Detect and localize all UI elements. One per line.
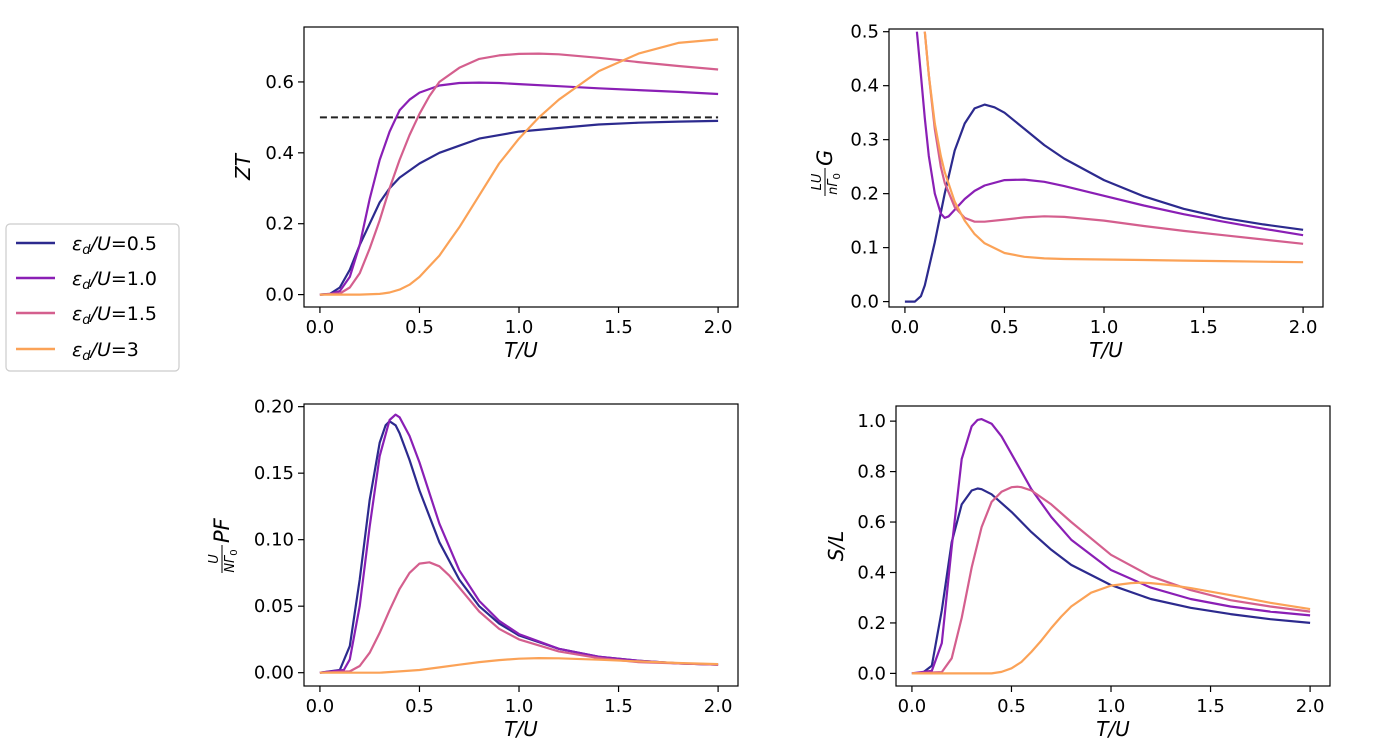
y-tick-label: 1.0 — [857, 411, 886, 432]
legend-label: εd/U=1.0 — [72, 268, 157, 293]
chart-g: 0.0 0.5 1.0 1.5 2.0 0.0 0.1 0.2 0.3 0.4 0.5 T/U LU nΓ… — [810, 22, 1324, 362]
x-tick-label: 0.5 — [997, 696, 1026, 717]
y-label-main: G — [813, 150, 837, 166]
x-tick-label: 0.0 — [891, 317, 920, 338]
legend-label: εd/U=1.5 — [72, 303, 157, 328]
series-line-4 — [923, 31, 1304, 264]
series-line-3 — [319, 561, 719, 674]
y-tick-label: 0.1 — [850, 238, 879, 259]
y-tick-label: 0.0 — [857, 663, 886, 684]
y-tick-label: 0.00 — [254, 663, 294, 684]
y-label-denominator: NΓ0 — [223, 549, 240, 572]
chart-pf: 0.0 0.5 1.0 1.5 2.0 0.00 0.05 0.10 0.15 0.20 T/U U N… — [207, 397, 739, 741]
series-line-3 — [923, 31, 1304, 245]
y-tick-label: 0.8 — [857, 462, 886, 483]
y-tick-label: 0.6 — [265, 72, 294, 93]
plot-frame — [888, 28, 1324, 308]
y-tick-label: 0.4 — [857, 562, 886, 583]
series-line-1 — [319, 119, 719, 296]
y-tick-label: 0.6 — [857, 512, 886, 533]
x-tick-label: 1.5 — [604, 696, 633, 717]
y-tick-label: 0.20 — [254, 397, 294, 418]
legend-frame — [5, 223, 180, 372]
series-line-2 — [915, 31, 1304, 237]
x-axis-label: T/U — [504, 338, 538, 362]
y-tick-label: 0.2 — [857, 613, 886, 634]
y-label-numerator: U — [207, 554, 222, 564]
x-tick-label: 1.5 — [1189, 317, 1218, 338]
y-tick-label: 0.2 — [265, 214, 294, 235]
series-line-1 — [911, 487, 1311, 675]
x-tick-label: 1.5 — [604, 317, 633, 338]
y-tick-label: 0.10 — [254, 530, 294, 551]
x-tick-label: 1.0 — [1097, 696, 1126, 717]
series-line-2 — [911, 418, 1311, 675]
series-line-2 — [319, 413, 719, 674]
y-axis-label: LU nΓ0 G — [810, 150, 843, 196]
x-tick-label: 1.0 — [505, 696, 534, 717]
plot-frame — [303, 403, 739, 687]
x-axis-label: T/U — [1089, 338, 1123, 362]
x-tick-label: 2.0 — [1289, 317, 1318, 338]
y-tick-label: 0.0 — [850, 292, 879, 313]
chart-sl: 0.0 0.5 1.0 1.5 2.00.00.20.40.60.81.0T/US/L — [824, 405, 1331, 741]
plot-frame — [303, 26, 739, 308]
x-tick-label: 0.0 — [306, 317, 335, 338]
x-axis-label: T/U — [1096, 717, 1130, 741]
y-tick-label: 0.5 — [850, 22, 879, 43]
y-label-main: PF — [210, 517, 234, 543]
y-tick-label: 0.15 — [254, 463, 294, 484]
legend: εd/U=0.5 εd/U=1.0 εd/U=1.5 εd/U=3 — [5, 223, 180, 372]
legend-label: εd/U=3 — [72, 339, 139, 364]
legend-label: εd/U=0.5 — [72, 233, 157, 258]
y-tick-label: 0.2 — [850, 184, 879, 205]
plot-frame — [895, 405, 1331, 687]
series-line-4 — [319, 38, 719, 296]
y-axis-label: ZT — [231, 152, 255, 181]
x-tick-label: 0.5 — [990, 317, 1019, 338]
x-tick-label: 1.5 — [1196, 696, 1225, 717]
x-tick-label: 2.0 — [704, 696, 733, 717]
x-tick-label: 1.0 — [505, 317, 534, 338]
series-line-3 — [911, 485, 1311, 675]
x-tick-label: 0.0 — [898, 696, 927, 717]
y-label-numerator: LU — [810, 173, 825, 190]
x-tick-label: 0.0 — [306, 696, 335, 717]
y-axis-label: S/L — [824, 531, 848, 562]
y-tick-label: 0.0 — [265, 285, 294, 306]
x-tick-label: 0.5 — [405, 317, 434, 338]
y-axis-label: U NΓ0 PF — [207, 517, 240, 573]
y-label-denominator: nΓ0 — [826, 173, 843, 195]
y-tick-label: 0.05 — [254, 596, 294, 617]
x-tick-label: 2.0 — [704, 317, 733, 338]
chart-zt: 0.0 0.5 1.0 1.5 2.0 0.0 0.2 0.4 0.6 T/U ZT — [231, 26, 739, 362]
y-tick-label: 0.3 — [850, 130, 879, 151]
x-tick-label: 2.0 — [1296, 696, 1325, 717]
series-line-2 — [319, 81, 719, 296]
series-line-4 — [911, 581, 1311, 675]
y-tick-label: 0.4 — [265, 143, 294, 164]
x-axis-label: T/U — [504, 717, 538, 741]
x-tick-label: 0.5 — [405, 696, 434, 717]
series-line-3 — [319, 52, 719, 296]
y-tick-label: 0.4 — [850, 76, 879, 97]
series-line-4 — [319, 656, 719, 674]
series-line-1 — [904, 103, 1304, 303]
x-tick-label: 1.0 — [1090, 317, 1119, 338]
